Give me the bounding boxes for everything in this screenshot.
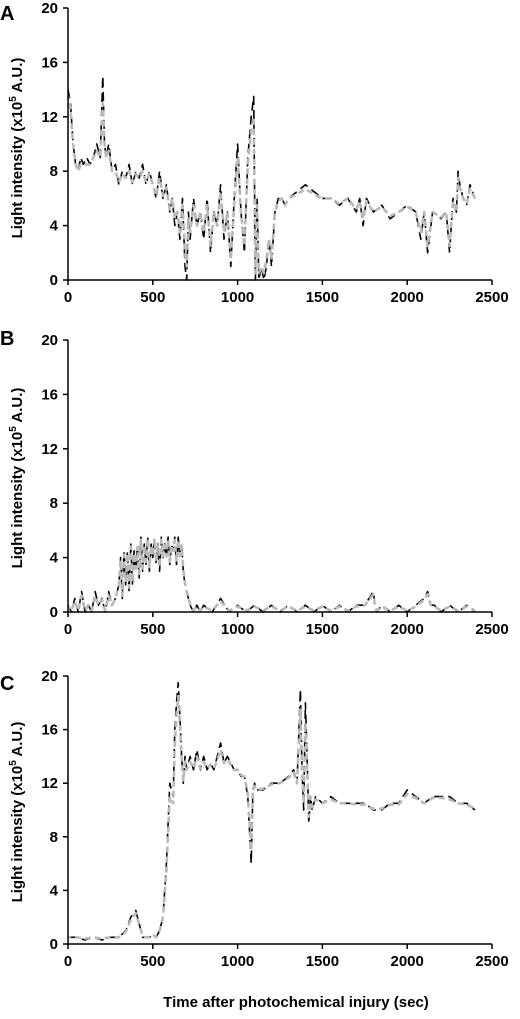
panel-a-y-ticks: 0 4 8 12 16 20: [41, 0, 68, 289]
panel-c-x-ticks: 0 500 1000 1500 2000 2500: [64, 944, 509, 970]
panel-c-x-tick-label: 1500: [306, 953, 339, 970]
panel-c-series-grey-line: [68, 694, 476, 940]
panel-b-letter: B: [0, 328, 14, 350]
panel-b-x-tick-label: 1500: [306, 621, 339, 638]
panel-a-series: [66, 75, 477, 281]
panel-b-y-tick-label: 16: [41, 386, 58, 403]
panel-a-x-tick-label: 1000: [221, 289, 254, 306]
panel-c-y-tick-label: 8: [50, 829, 58, 846]
panel-b-x-tick-label: 500: [140, 621, 165, 638]
panel-a: A Light intensity (x105 A.U.) 048121620 …: [0, 0, 509, 306]
panel-c-x-tick-label: 1000: [221, 953, 254, 970]
panel-c-x-tick-label: 2000: [391, 953, 424, 970]
panel-a-y-tick-label: 12: [41, 109, 58, 126]
panel-a-y-tick-label: 20: [41, 0, 58, 17]
panel-c-letter: C: [0, 673, 14, 695]
panel-b-x-tick-label: 2000: [391, 621, 424, 638]
panel-b-y-tick-label: 8: [50, 495, 58, 512]
panel-a-x-tick-label: 0: [64, 289, 72, 306]
panel-b-x-tick-label: 0: [64, 621, 72, 638]
panel-b-y-tick-label: 12: [41, 441, 58, 458]
panel-c-y-tick-label: 20: [41, 668, 58, 685]
panel-a-x-tick-label: 2000: [391, 289, 424, 306]
panel-a-x-tick-label: 1500: [306, 289, 339, 306]
panel-b-x-ticks: 0 500 1000 1500 2000 2500: [64, 612, 509, 638]
panel-b-y-ticks: 0 4 8 12 16 20: [41, 332, 68, 621]
panel-c-y-tick-label: 12: [41, 775, 58, 792]
panel-b-y-tick-label: 4: [50, 550, 59, 567]
panel-b-y-tick-label: 0: [50, 604, 58, 621]
panel-a-y-tick-label: 8: [50, 163, 58, 180]
panel-c-y-tick-label: 16: [41, 722, 58, 739]
panel-b-x-tick-label: 1000: [221, 621, 254, 638]
panel-b: B Light intensity (x105 A.U.) 048121620 …: [0, 328, 509, 638]
panel-a-x-tick-label: 2500: [475, 289, 508, 306]
panel-c-y-ticks: 0 4 8 12 16 20: [41, 668, 68, 953]
panel-c-xlabel: Time after photochemical injury (sec): [163, 994, 429, 1011]
panel-a-x-ticks: 0 500 1000 1500 2000 2500: [64, 280, 509, 306]
panel-c-x-tick-label: 2500: [475, 953, 508, 970]
panel-b-ylabel: Light intensity (x105 A.U.): [8, 388, 26, 569]
panel-b-y-tick-label: 20: [41, 332, 58, 349]
panel-c: C Light intensity (x105 A.U.) 048121620 …: [0, 668, 509, 970]
panel-c-x-tick-label: 0: [64, 953, 72, 970]
panel-a-y-tick-label: 0: [50, 272, 58, 289]
panel-b-series: [67, 536, 476, 613]
panel-a-letter: A: [0, 3, 14, 25]
panel-b-x-tick-label: 2500: [475, 621, 508, 638]
panel-a-ylabel: Light intensity (x105 A.U.): [8, 58, 26, 239]
panel-c-x-tick-label: 500: [140, 953, 165, 970]
panel-c-y-tick-label: 4: [50, 882, 59, 899]
panel-c-y-tick-label: 0: [50, 936, 58, 953]
panel-a-y-tick-label: 4: [50, 218, 59, 235]
panel-b-series-dashed-line: [67, 536, 476, 613]
panel-b-series-grey-line: [67, 537, 476, 612]
panel-c-series: [68, 681, 476, 941]
panel-a-series-grey-line: [66, 96, 477, 275]
panel-a-y-tick-label: 16: [41, 54, 58, 71]
panel-a-x-tick-label: 500: [140, 289, 165, 306]
panel-c-ylabel: Light intensity (x105 A.U.): [8, 722, 26, 903]
